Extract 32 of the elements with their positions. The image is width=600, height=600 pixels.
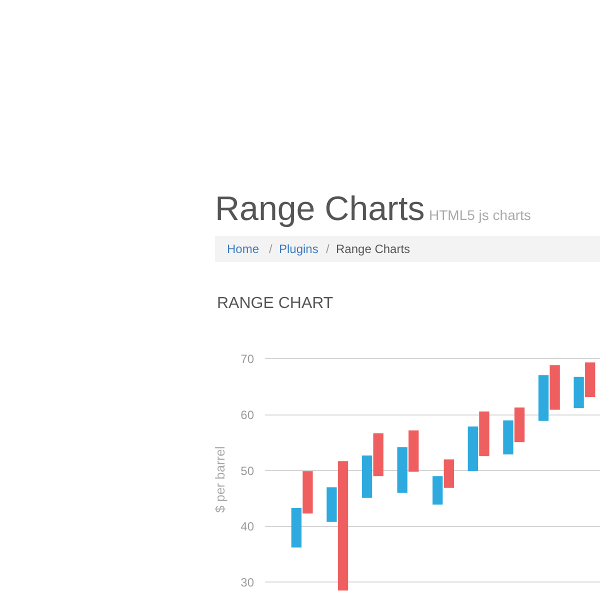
bar bbox=[373, 433, 384, 476]
chart-subtitle: HTML5 js charts bbox=[429, 207, 531, 223]
bar bbox=[585, 362, 596, 397]
y-axis-title: $ per barrel bbox=[212, 446, 228, 513]
bar bbox=[444, 459, 454, 488]
bar bbox=[574, 376, 584, 408]
y-tick-label: 50 bbox=[240, 464, 254, 478]
bar bbox=[503, 420, 514, 454]
bar bbox=[397, 447, 408, 493]
bar bbox=[479, 411, 490, 456]
bar bbox=[338, 461, 348, 591]
bar bbox=[514, 408, 525, 442]
y-tick-label: 40 bbox=[240, 520, 254, 534]
bar bbox=[550, 365, 560, 410]
text: Plugins bbox=[279, 242, 318, 256]
chart-title: Range Charts bbox=[215, 190, 425, 228]
text: RANGE CHART bbox=[217, 295, 334, 312]
text: Range Charts bbox=[336, 242, 410, 256]
text: Home bbox=[227, 242, 260, 256]
text: / bbox=[326, 242, 330, 256]
bar bbox=[302, 471, 313, 514]
bar bbox=[408, 430, 419, 472]
bar bbox=[538, 375, 549, 421]
bar bbox=[362, 456, 372, 498]
y-tick-label: 70 bbox=[240, 352, 254, 366]
bar bbox=[432, 476, 443, 505]
y-tick-label: 60 bbox=[240, 408, 254, 422]
y-tick-label: 30 bbox=[240, 575, 254, 590]
bar bbox=[468, 426, 478, 472]
bar bbox=[326, 487, 337, 522]
bar bbox=[291, 508, 302, 548]
text: / bbox=[269, 242, 273, 256]
